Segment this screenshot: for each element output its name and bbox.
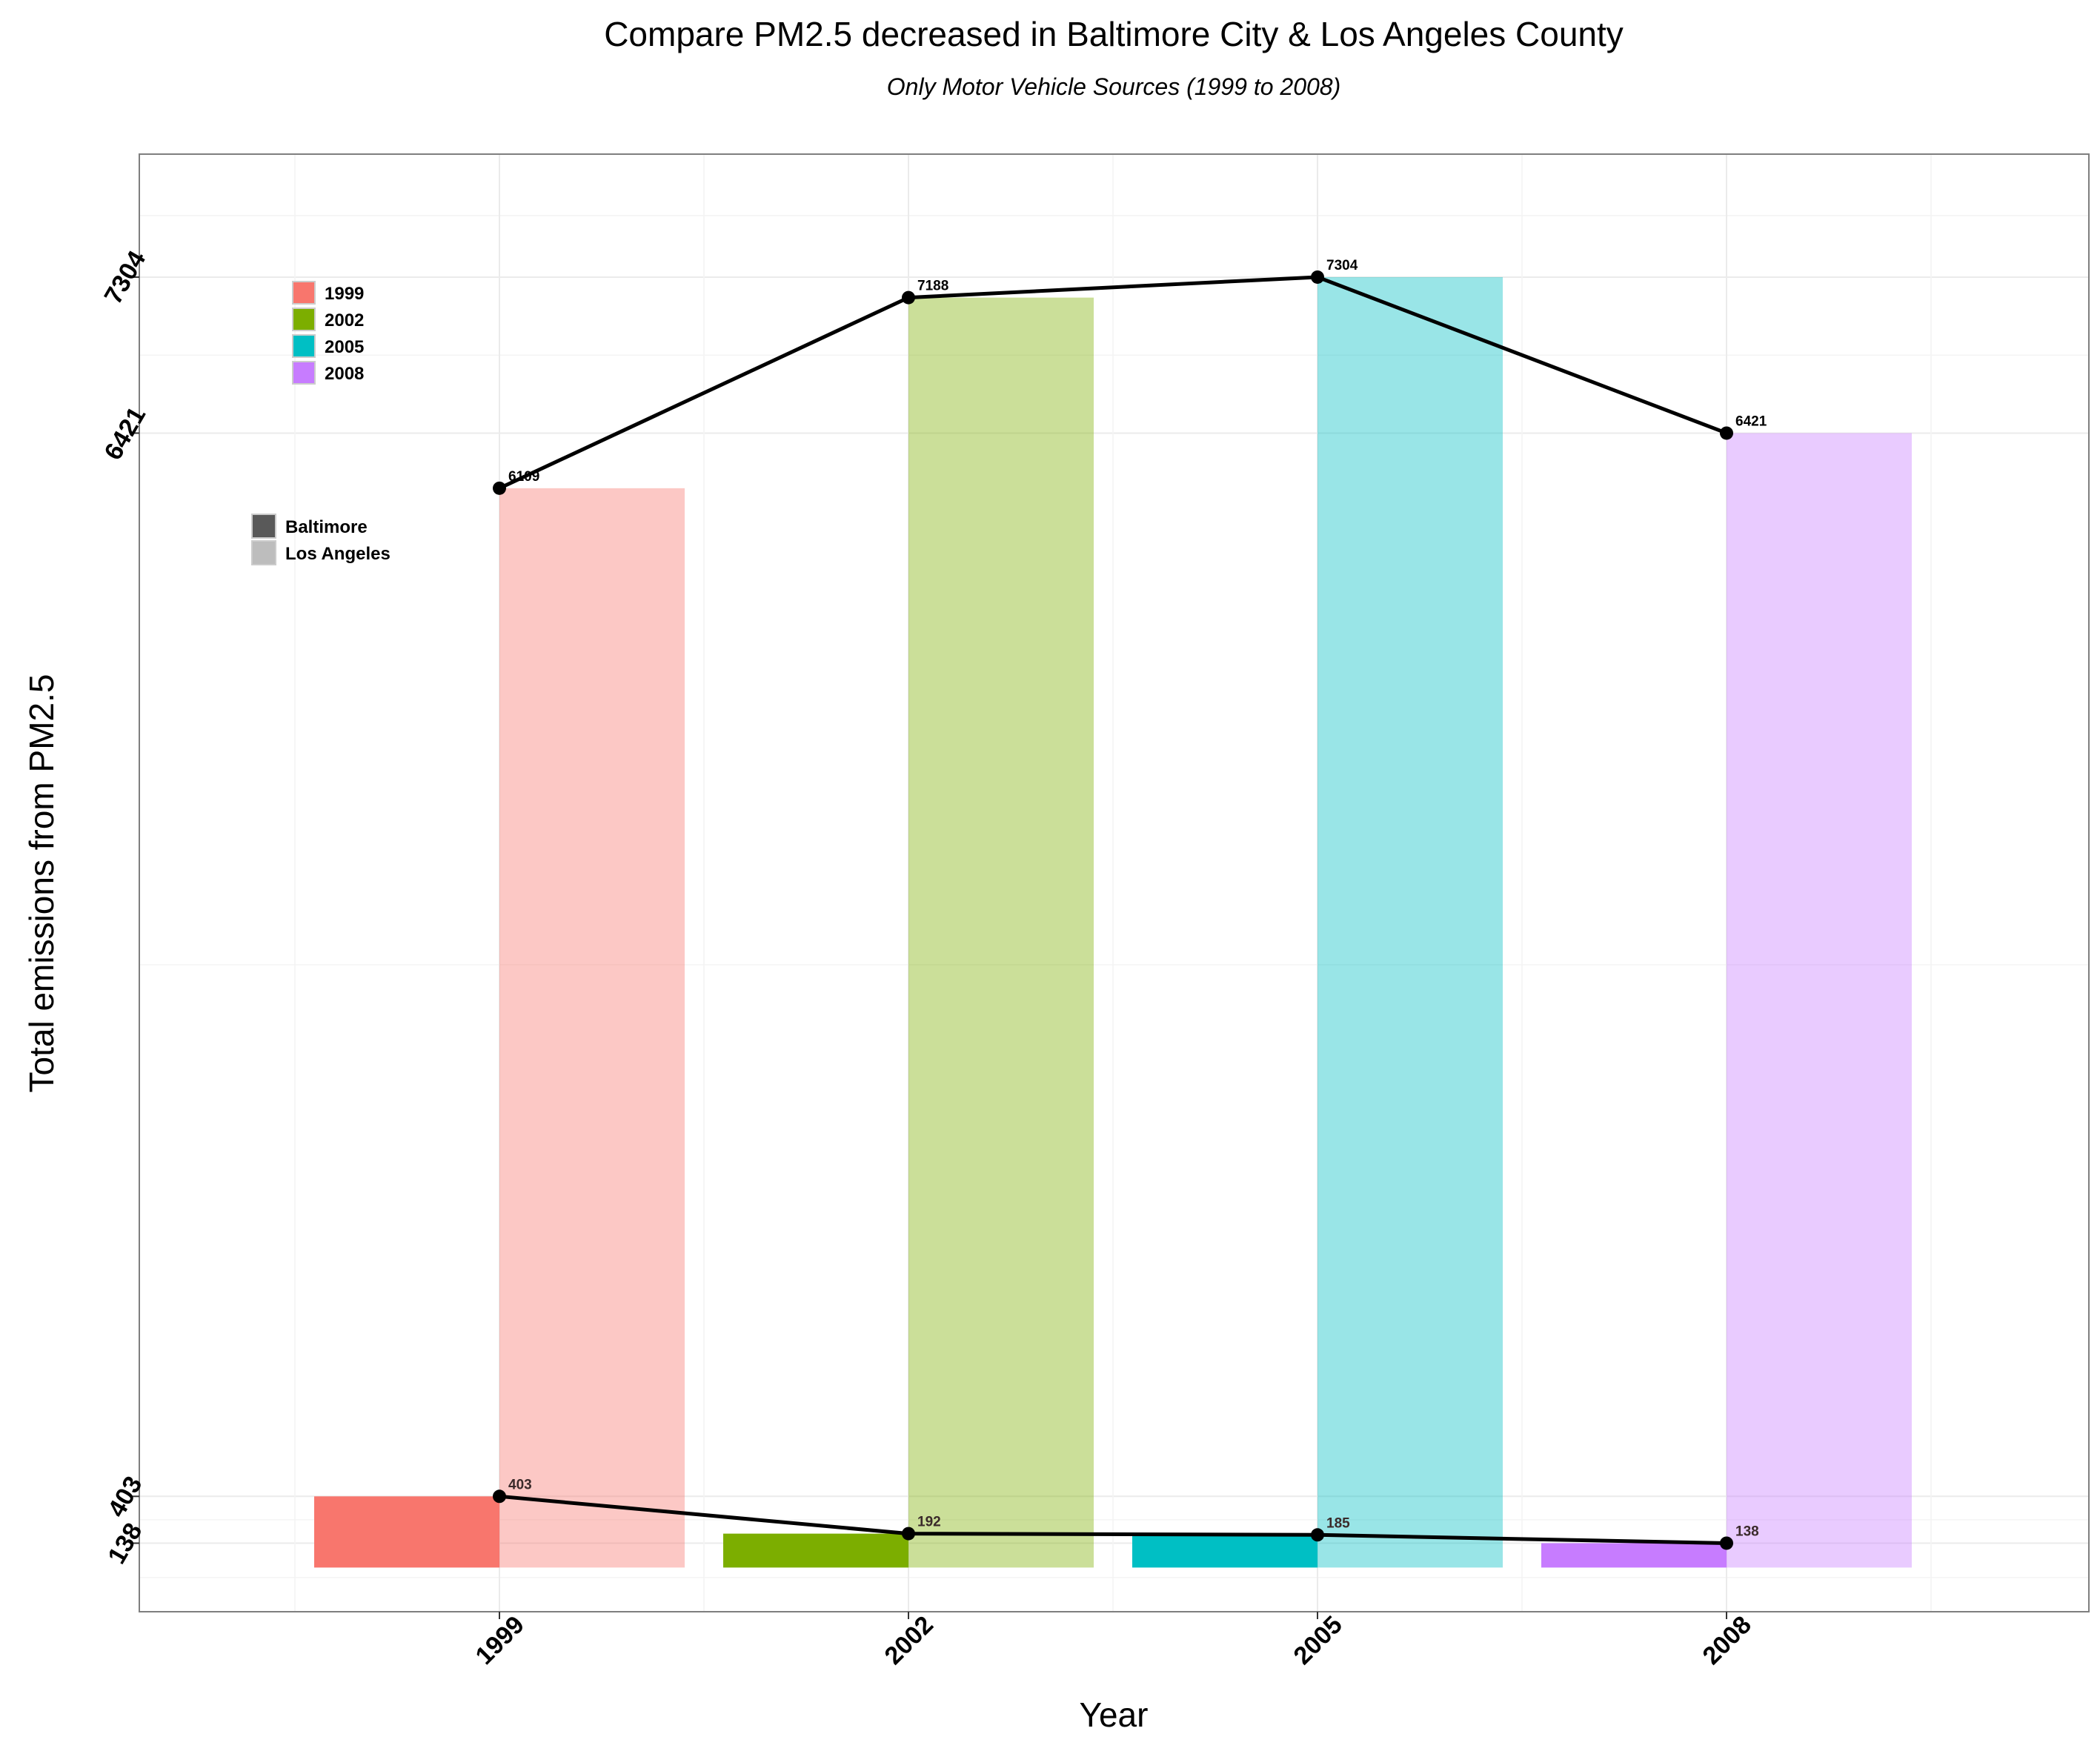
data-labels: 403 192 185 138 6109 7188 7304 6421 — [508, 258, 1767, 1540]
bar-baltimore-2002 — [723, 1533, 908, 1568]
legend-year: 1999 2002 2005 2008 — [292, 281, 364, 385]
legend-label-city: Baltimore — [285, 517, 368, 537]
y-axis-title: Total emissions from PM2.5 — [22, 674, 61, 1093]
data-label-los-angeles-2005: 7304 — [1326, 258, 1358, 273]
bar-los-angeles-2002 — [908, 297, 1094, 1568]
point-los-angeles-2008 — [1720, 426, 1733, 440]
legend-key-year — [292, 281, 316, 305]
data-label-baltimore-2005: 185 — [1326, 1515, 1350, 1531]
chart-title: Compare PM2.5 decreased in Baltimore Cit… — [604, 15, 1624, 53]
legend-key-year — [292, 361, 316, 385]
data-label-baltimore-1999: 403 — [508, 1477, 532, 1492]
legend-key-city — [251, 514, 276, 539]
y-tick-label: 138 — [102, 1518, 147, 1569]
data-label-baltimore-2008: 138 — [1735, 1524, 1759, 1539]
x-tick-label: 1999 — [471, 1611, 530, 1670]
line-los-angeles — [498, 275, 1727, 491]
point-los-angeles-2005 — [1311, 270, 1324, 284]
legend-key-year — [292, 334, 316, 358]
bar-baltimore-1999 — [314, 1496, 499, 1568]
x-tick-label: 2005 — [1289, 1611, 1348, 1670]
point-baltimore-1999 — [493, 1489, 506, 1504]
point-baltimore-2005 — [1311, 1528, 1324, 1542]
legend-label-city: Los Angeles — [285, 544, 391, 564]
x-tick-label: 2008 — [1698, 1611, 1757, 1670]
point-baltimore-2002 — [902, 1527, 915, 1541]
x-tick-label: 2002 — [880, 1611, 939, 1670]
point-los-angeles-2002 — [902, 290, 915, 305]
bar-baltimore-2005 — [1132, 1535, 1318, 1568]
bars — [314, 276, 1912, 1568]
data-label-los-angeles-1999: 6109 — [508, 469, 539, 485]
series-lines — [498, 275, 1727, 1545]
x-axis-title: Year — [1080, 1695, 1149, 1734]
point-los-angeles-1999 — [493, 481, 506, 495]
legend-label-year: 2008 — [325, 364, 364, 384]
bar-baltimore-2008 — [1541, 1543, 1727, 1568]
legend-label-year: 1999 — [325, 284, 364, 304]
legend-label-year: 2005 — [325, 337, 364, 357]
plot-panel-border — [139, 153, 2090, 1612]
chart-subtitle: Only Motor Vehicle Sources (1999 to 2008… — [887, 73, 1340, 100]
legend-key-year — [292, 308, 316, 331]
legend-label-year: 2002 — [325, 310, 364, 330]
bar-los-angeles-1999 — [499, 488, 685, 1568]
data-label-baltimore-2002: 192 — [917, 1515, 941, 1530]
data-label-los-angeles-2008: 6421 — [1735, 413, 1767, 429]
y-tick-label: 403 — [102, 1472, 147, 1522]
series-points — [493, 270, 1733, 1550]
legend-city: Baltimore Los Angeles — [251, 514, 391, 565]
line-baltimore — [499, 1494, 1727, 1545]
data-label-los-angeles-2002: 7188 — [917, 279, 948, 294]
point-baltimore-2008 — [1720, 1536, 1733, 1550]
bar-los-angeles-2008 — [1727, 433, 1912, 1568]
bar-los-angeles-2005 — [1318, 276, 1503, 1568]
legend-key-city — [251, 540, 276, 565]
